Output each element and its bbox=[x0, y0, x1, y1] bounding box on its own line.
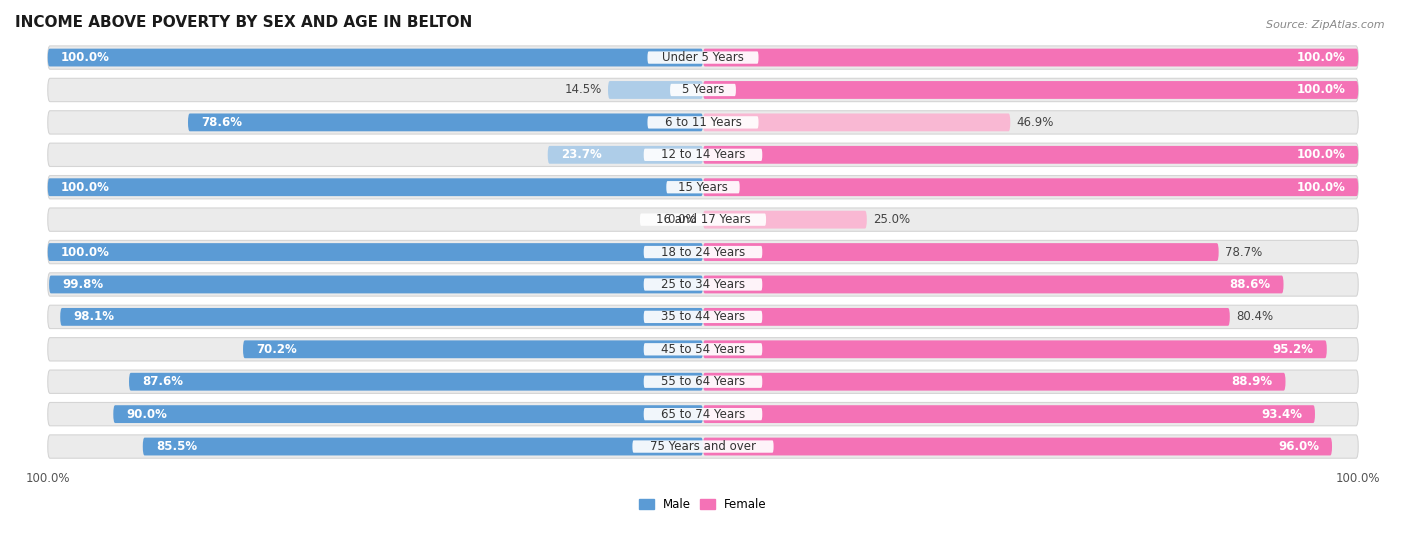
FancyBboxPatch shape bbox=[48, 143, 1358, 167]
Text: 90.0%: 90.0% bbox=[127, 408, 167, 420]
FancyBboxPatch shape bbox=[703, 211, 868, 229]
Text: 78.6%: 78.6% bbox=[201, 116, 242, 129]
Text: 23.7%: 23.7% bbox=[561, 148, 602, 162]
Text: 14.5%: 14.5% bbox=[564, 83, 602, 97]
Text: 35 to 44 Years: 35 to 44 Years bbox=[661, 310, 745, 324]
Text: 98.1%: 98.1% bbox=[73, 310, 114, 324]
FancyBboxPatch shape bbox=[703, 113, 1011, 131]
FancyBboxPatch shape bbox=[48, 338, 1358, 361]
FancyBboxPatch shape bbox=[644, 343, 762, 356]
FancyBboxPatch shape bbox=[48, 240, 1358, 264]
Text: Under 5 Years: Under 5 Years bbox=[662, 51, 744, 64]
FancyBboxPatch shape bbox=[48, 46, 1358, 69]
FancyBboxPatch shape bbox=[703, 178, 1358, 196]
FancyBboxPatch shape bbox=[648, 51, 758, 64]
FancyBboxPatch shape bbox=[48, 305, 1358, 329]
Text: 95.2%: 95.2% bbox=[1272, 343, 1313, 356]
Text: 45 to 54 Years: 45 to 54 Years bbox=[661, 343, 745, 356]
FancyBboxPatch shape bbox=[703, 373, 1285, 391]
Text: 55 to 64 Years: 55 to 64 Years bbox=[661, 375, 745, 388]
Text: 6 to 11 Years: 6 to 11 Years bbox=[665, 116, 741, 129]
Text: 15 Years: 15 Years bbox=[678, 181, 728, 194]
FancyBboxPatch shape bbox=[60, 308, 703, 326]
Text: 18 to 24 Years: 18 to 24 Years bbox=[661, 245, 745, 259]
Text: 93.4%: 93.4% bbox=[1261, 408, 1302, 420]
FancyBboxPatch shape bbox=[703, 49, 1358, 67]
Text: 85.5%: 85.5% bbox=[156, 440, 197, 453]
FancyBboxPatch shape bbox=[703, 308, 1230, 326]
FancyBboxPatch shape bbox=[188, 113, 703, 131]
FancyBboxPatch shape bbox=[114, 405, 703, 423]
FancyBboxPatch shape bbox=[703, 276, 1284, 293]
FancyBboxPatch shape bbox=[607, 81, 703, 99]
FancyBboxPatch shape bbox=[671, 84, 735, 96]
FancyBboxPatch shape bbox=[48, 208, 1358, 231]
Text: 88.6%: 88.6% bbox=[1229, 278, 1271, 291]
FancyBboxPatch shape bbox=[633, 440, 773, 453]
FancyBboxPatch shape bbox=[644, 149, 762, 161]
FancyBboxPatch shape bbox=[48, 243, 703, 261]
FancyBboxPatch shape bbox=[243, 340, 703, 358]
FancyBboxPatch shape bbox=[48, 49, 703, 67]
Text: 70.2%: 70.2% bbox=[256, 343, 297, 356]
FancyBboxPatch shape bbox=[644, 376, 762, 388]
Text: 0.0%: 0.0% bbox=[666, 213, 696, 226]
Text: 100.0%: 100.0% bbox=[60, 181, 110, 194]
FancyBboxPatch shape bbox=[644, 278, 762, 291]
Text: 75 Years and over: 75 Years and over bbox=[650, 440, 756, 453]
Text: 88.9%: 88.9% bbox=[1232, 375, 1272, 388]
Text: INCOME ABOVE POVERTY BY SEX AND AGE IN BELTON: INCOME ABOVE POVERTY BY SEX AND AGE IN B… bbox=[15, 15, 472, 30]
FancyBboxPatch shape bbox=[48, 78, 1358, 102]
FancyBboxPatch shape bbox=[644, 246, 762, 258]
FancyBboxPatch shape bbox=[48, 111, 1358, 134]
Text: 12 to 14 Years: 12 to 14 Years bbox=[661, 148, 745, 162]
Text: 5 Years: 5 Years bbox=[682, 83, 724, 97]
FancyBboxPatch shape bbox=[49, 276, 703, 293]
FancyBboxPatch shape bbox=[143, 438, 703, 456]
Text: 46.9%: 46.9% bbox=[1017, 116, 1054, 129]
FancyBboxPatch shape bbox=[548, 146, 703, 164]
FancyBboxPatch shape bbox=[703, 340, 1327, 358]
Text: 100.0%: 100.0% bbox=[60, 51, 110, 64]
FancyBboxPatch shape bbox=[703, 81, 1358, 99]
FancyBboxPatch shape bbox=[703, 146, 1358, 164]
FancyBboxPatch shape bbox=[644, 311, 762, 323]
FancyBboxPatch shape bbox=[48, 370, 1358, 394]
FancyBboxPatch shape bbox=[703, 405, 1315, 423]
Text: Source: ZipAtlas.com: Source: ZipAtlas.com bbox=[1267, 20, 1385, 30]
Text: 87.6%: 87.6% bbox=[142, 375, 183, 388]
FancyBboxPatch shape bbox=[48, 176, 1358, 199]
Text: 100.0%: 100.0% bbox=[1296, 181, 1346, 194]
FancyBboxPatch shape bbox=[48, 178, 703, 196]
FancyBboxPatch shape bbox=[648, 116, 758, 129]
Text: 25 to 34 Years: 25 to 34 Years bbox=[661, 278, 745, 291]
FancyBboxPatch shape bbox=[703, 243, 1219, 261]
FancyBboxPatch shape bbox=[640, 214, 766, 226]
Text: 65 to 74 Years: 65 to 74 Years bbox=[661, 408, 745, 420]
Text: 16 and 17 Years: 16 and 17 Years bbox=[655, 213, 751, 226]
Text: 100.0%: 100.0% bbox=[1296, 148, 1346, 162]
FancyBboxPatch shape bbox=[666, 181, 740, 193]
Text: 78.7%: 78.7% bbox=[1225, 245, 1263, 259]
Text: 99.8%: 99.8% bbox=[62, 278, 103, 291]
FancyBboxPatch shape bbox=[48, 273, 1358, 296]
FancyBboxPatch shape bbox=[48, 402, 1358, 426]
Text: 100.0%: 100.0% bbox=[1296, 83, 1346, 97]
Legend: Male, Female: Male, Female bbox=[634, 493, 772, 516]
Text: 80.4%: 80.4% bbox=[1236, 310, 1274, 324]
FancyBboxPatch shape bbox=[703, 438, 1331, 456]
Text: 96.0%: 96.0% bbox=[1278, 440, 1319, 453]
Text: 100.0%: 100.0% bbox=[1296, 51, 1346, 64]
Text: 100.0%: 100.0% bbox=[60, 245, 110, 259]
FancyBboxPatch shape bbox=[129, 373, 703, 391]
Text: 25.0%: 25.0% bbox=[873, 213, 911, 226]
FancyBboxPatch shape bbox=[644, 408, 762, 420]
FancyBboxPatch shape bbox=[48, 435, 1358, 458]
